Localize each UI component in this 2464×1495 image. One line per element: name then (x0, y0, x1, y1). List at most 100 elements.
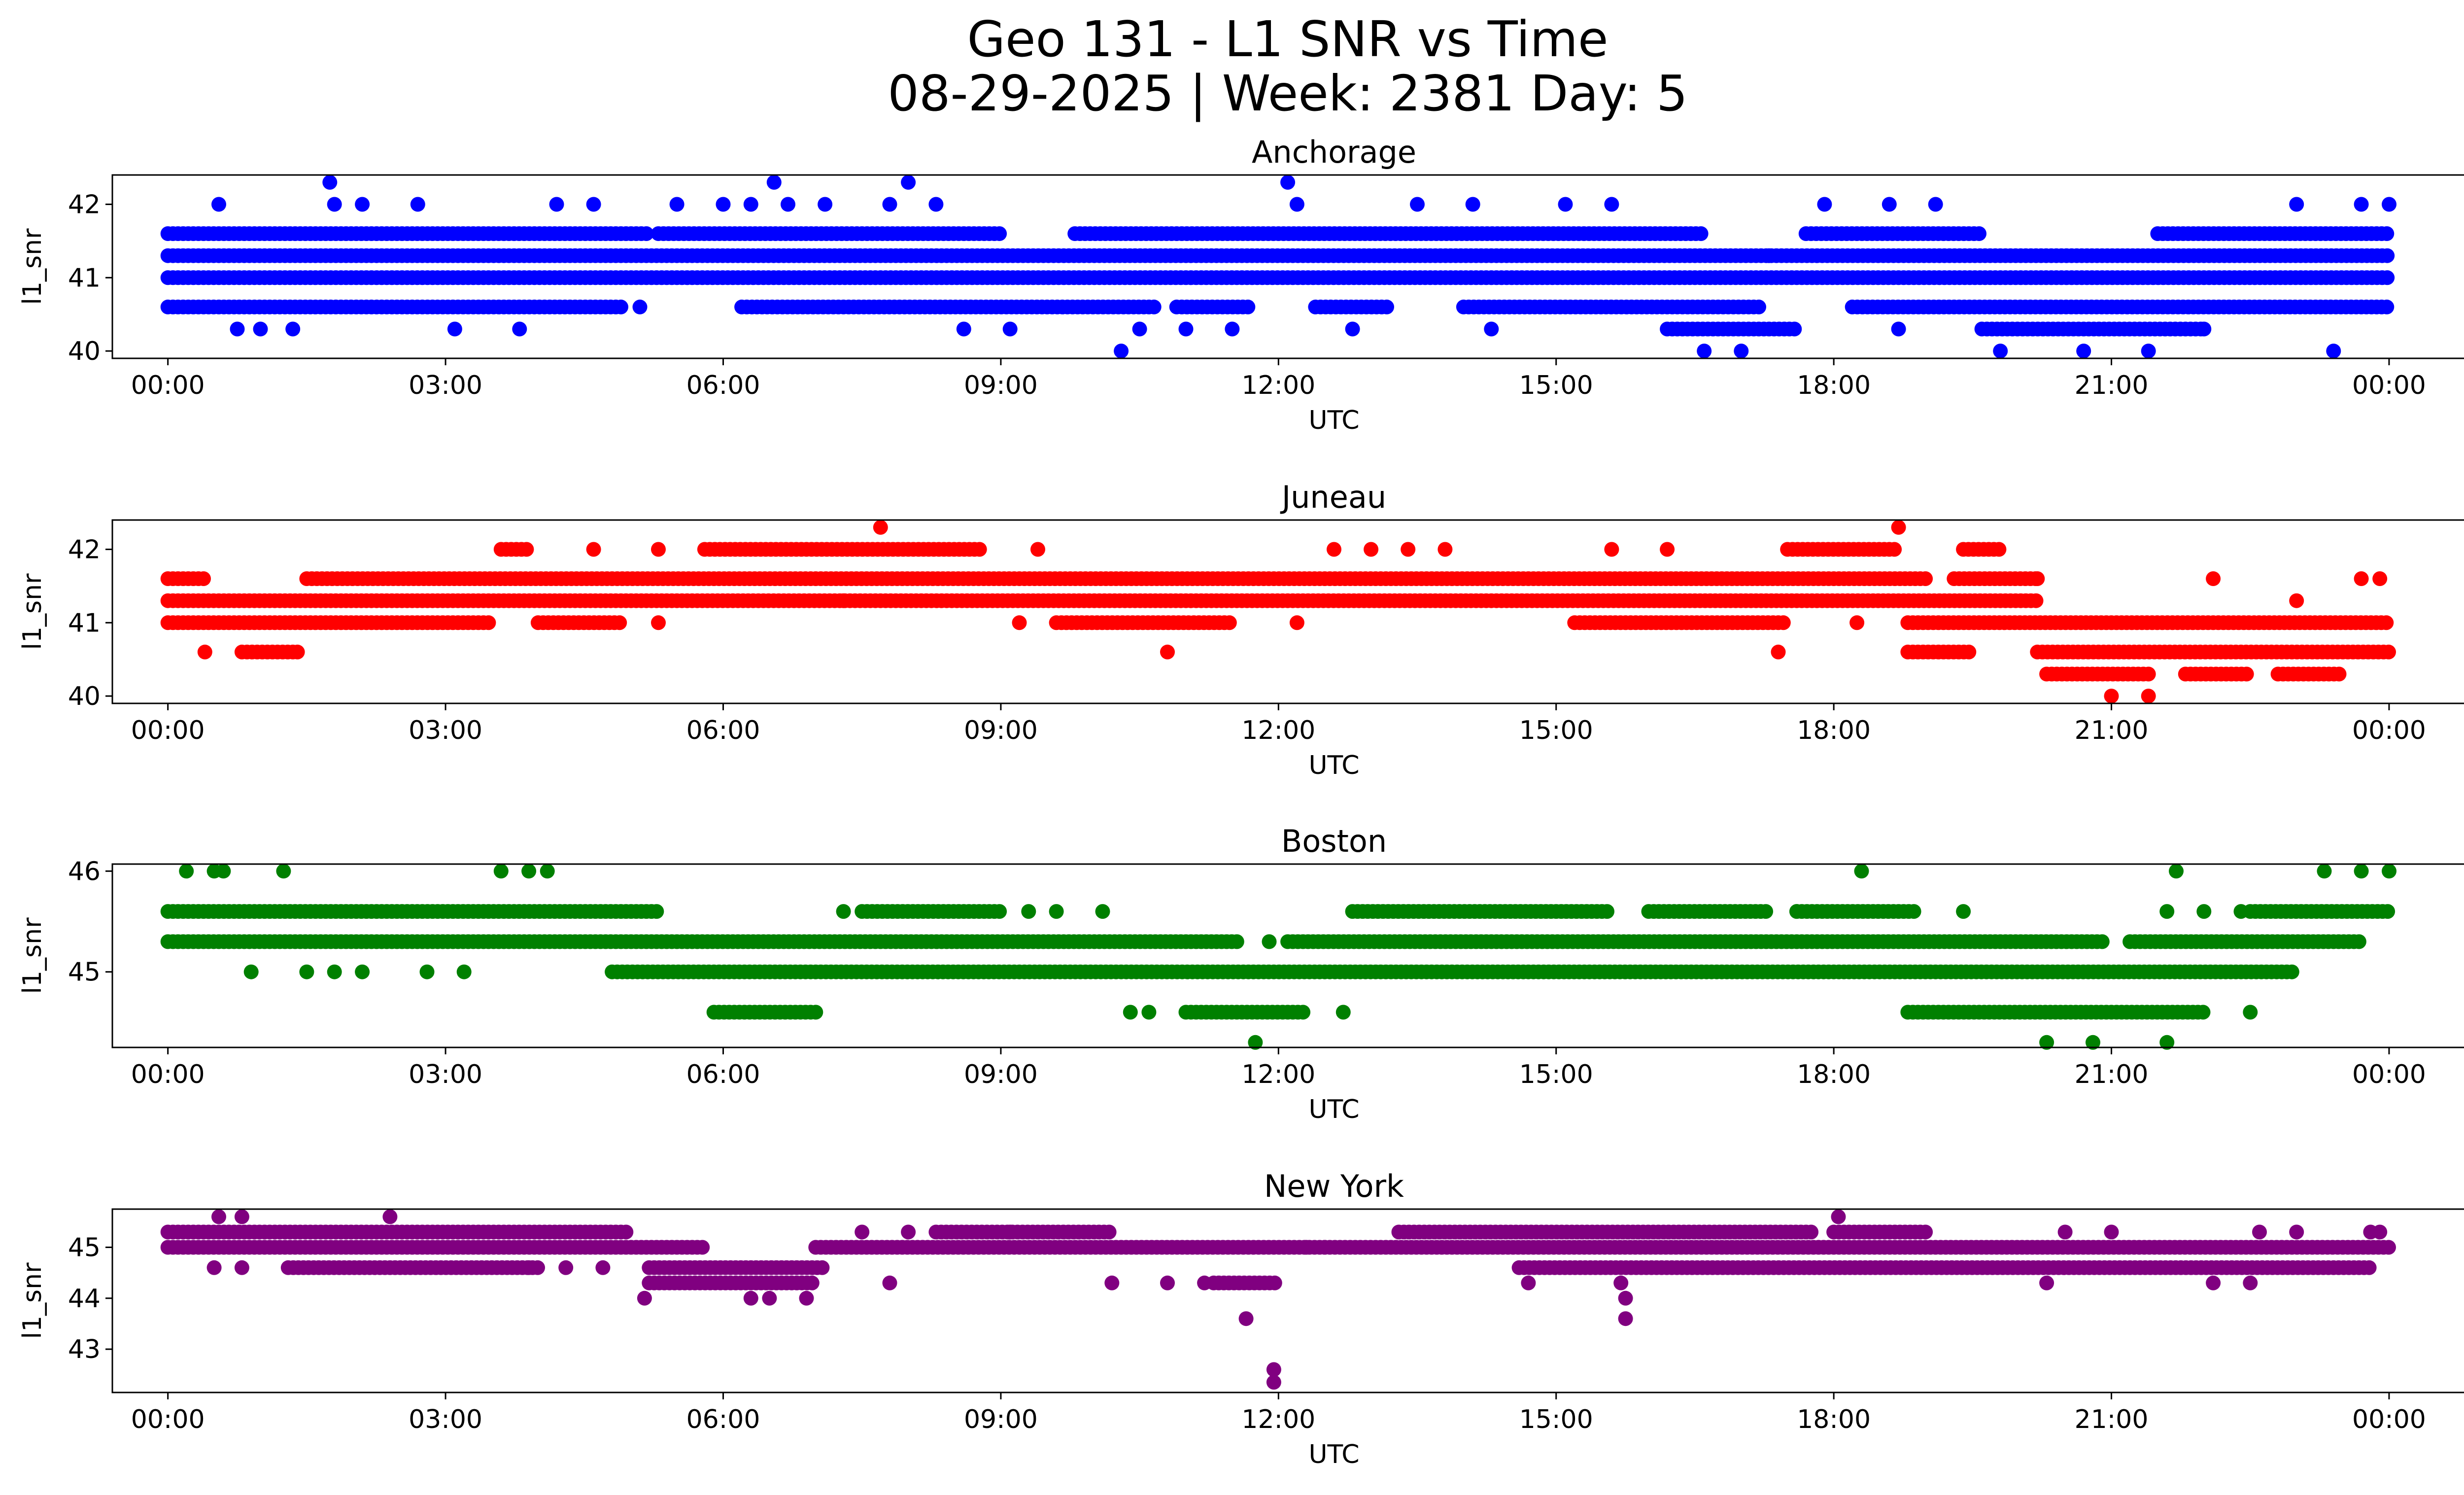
data-point (2382, 864, 2396, 879)
data-point (1804, 1224, 1819, 1240)
y-tick-label: 41 (68, 608, 101, 638)
data-point (1289, 615, 1304, 630)
x-tick-label: 12:00 (1241, 1060, 1315, 1089)
x-tick-label: 21:00 (2075, 371, 2149, 400)
data-point (2317, 864, 2332, 879)
data-point (1928, 197, 1943, 212)
x-tick-label: 09:00 (964, 1060, 1038, 1089)
data-point (716, 197, 731, 212)
data-point (1114, 344, 1129, 359)
data-point (216, 864, 231, 879)
data-point (1327, 542, 1341, 557)
data-point (2196, 321, 2212, 337)
data-point (253, 321, 268, 337)
data-point (1761, 248, 1777, 263)
data-point (2331, 666, 2347, 682)
data-point (2169, 864, 2184, 879)
data-point (1379, 299, 1394, 314)
x-axis-label: UTC (1308, 751, 1359, 780)
x-tick-label: 12:00 (1241, 716, 1315, 745)
data-point (2380, 270, 2395, 285)
subplot-title: Boston (1281, 823, 1387, 859)
data-points (160, 174, 2396, 359)
data-point (1849, 615, 1865, 630)
data-point (972, 542, 987, 557)
data-point (2195, 1005, 2211, 1020)
data-point (2030, 571, 2045, 586)
x-axis-label: UTC (1308, 1095, 1359, 1124)
data-point (2094, 934, 2110, 949)
data-point (766, 174, 782, 190)
data-point (1787, 321, 1802, 337)
data-point (1961, 644, 1977, 660)
data-point (632, 299, 648, 314)
x-tick-label: 00:00 (2352, 371, 2426, 400)
data-point (808, 1005, 823, 1020)
data-point (1604, 197, 1619, 212)
data-point (669, 197, 684, 212)
data-point (2243, 1005, 2258, 1020)
data-point (992, 226, 1007, 241)
data-point (1484, 321, 1499, 337)
data-point (1225, 321, 1240, 337)
figure-subtitle: 08-29-2025 | Week: 2381 Day: 5 (888, 65, 1688, 122)
data-point (1410, 197, 1425, 212)
data-point (447, 321, 462, 337)
x-tick-label: 21:00 (2075, 716, 2149, 745)
data-point (1771, 644, 1786, 660)
x-tick-label: 00:00 (131, 716, 205, 745)
data-point (549, 197, 564, 212)
x-tick-label: 15:00 (1519, 371, 1593, 400)
x-tick-label: 03:00 (409, 716, 482, 745)
x-tick-label: 06:00 (686, 371, 760, 400)
y-tick-label: 40 (68, 682, 101, 711)
data-point (1160, 644, 1175, 660)
data-point (1918, 571, 1933, 586)
data-point (1906, 904, 1921, 919)
data-point (1918, 1224, 1933, 1240)
data-point (2239, 666, 2254, 682)
data-point (1345, 321, 1360, 337)
x-axis-label: UTC (1308, 406, 1359, 435)
x-tick-label: 18:00 (1797, 371, 1871, 400)
data-point (1993, 344, 2008, 359)
data-point (2289, 593, 2304, 608)
data-point (1123, 1005, 1138, 1020)
data-point (1296, 1005, 1311, 1020)
data-point (2159, 904, 2175, 919)
data-point (1437, 542, 1453, 557)
data-point (1229, 934, 1244, 949)
data-point (649, 904, 664, 919)
data-point (1991, 542, 2007, 557)
data-point (1049, 904, 1064, 919)
data-point (322, 174, 338, 190)
data-points (160, 520, 2396, 704)
data-point (2141, 689, 2156, 704)
data-point (586, 542, 601, 557)
data-point (179, 864, 194, 879)
x-tick-label: 06:00 (686, 1060, 760, 1089)
y-tick-label: 42 (68, 535, 101, 565)
figure-title: Geo 131 - L1 SNR vs Time (967, 10, 1608, 68)
y-axis-label: l1_snr (18, 573, 47, 650)
data-point (836, 593, 851, 608)
data-point (1178, 321, 1194, 337)
data-point (1891, 520, 1906, 535)
data-point (456, 964, 472, 979)
data-points (160, 1209, 2396, 1390)
data-point (2196, 904, 2212, 919)
data-point (2380, 904, 2396, 919)
data-point (695, 1240, 710, 1255)
data-point (956, 321, 971, 337)
data-point (1146, 299, 1162, 314)
data-point (1289, 197, 1304, 212)
data-point (1141, 1005, 1157, 1020)
data-point (2354, 864, 2369, 879)
data-point (1012, 615, 1027, 630)
data-point (2380, 248, 2395, 263)
data-point (290, 644, 305, 660)
data-point (197, 644, 212, 660)
x-tick-label: 15:00 (1519, 716, 1593, 745)
x-tick-label: 21:00 (2075, 1060, 2149, 1089)
